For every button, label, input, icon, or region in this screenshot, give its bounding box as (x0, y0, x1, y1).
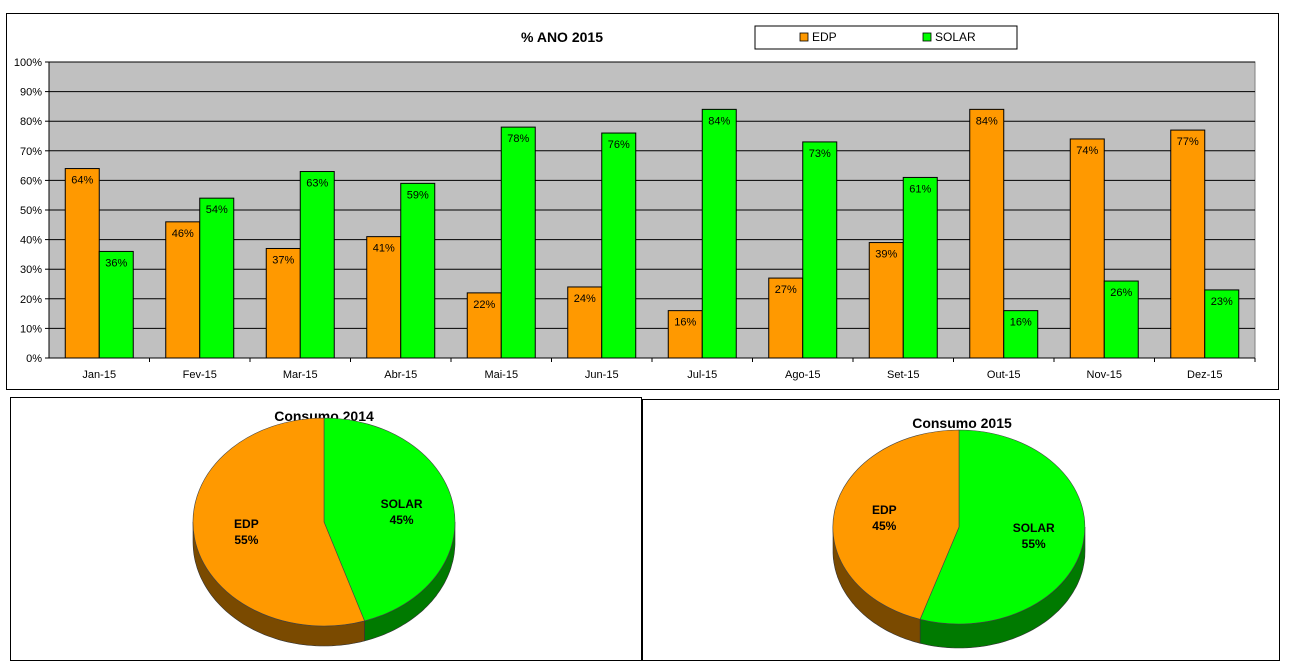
y-tick-label: 20% (20, 294, 42, 306)
y-tick-label: 90% (20, 87, 42, 99)
pie-label-solar: SOLAR (1013, 521, 1055, 535)
y-tick-label: 70% (20, 146, 42, 158)
legend-box (754, 25, 1018, 50)
bar-solar (601, 132, 637, 359)
bar-solar (1103, 280, 1139, 359)
data-label-edp: 39% (875, 249, 897, 261)
bar-chart: % ANO 2015 EDP SOLAR 0% 10% 20% 30% 40% 50% 60… (14, 25, 1256, 381)
data-label-solar: 76% (608, 139, 630, 151)
data-label-edp: 46% (172, 228, 194, 240)
x-tick-label: Out-15 (987, 369, 1021, 381)
bar-solar (1204, 289, 1240, 359)
bar-edp (868, 242, 904, 359)
legend: EDP SOLAR (754, 25, 1018, 50)
data-label-solar: 84% (708, 115, 730, 127)
legend-label-solar: SOLAR (935, 30, 976, 44)
pie-chart-2014-panel: Consumo 2014 SOLAR 45% EDP 55% (10, 397, 642, 661)
data-label-edp: 74% (1076, 145, 1098, 157)
data-label-solar: 16% (1010, 317, 1032, 329)
bar-edp (969, 108, 1005, 359)
data-label-edp: 24% (574, 293, 596, 305)
grid-lines (49, 61, 1255, 329)
pie-slice-solar (919, 429, 1086, 625)
y-tick-label: 60% (20, 175, 42, 187)
data-label-solar: 54% (206, 204, 228, 216)
data-label-solar: 36% (105, 257, 127, 269)
pie-chart-2015-panel: Consumo 2015 SOLAR 55% EDP 45% (642, 399, 1280, 661)
data-label-solar: 23% (1211, 296, 1233, 308)
x-axis: Jan-15 Fev-15 Mar-15 Abr-15 Mai-15 Jun-15 Jul-… (49, 357, 1256, 381)
x-tick-label: Jan-15 (82, 369, 116, 381)
bar-solar (902, 176, 938, 359)
pie-label-edp: EDP (872, 503, 897, 517)
pie-percent-edp: 55% (234, 533, 258, 547)
bar-solar (1003, 310, 1039, 359)
x-tick-label: Set-15 (887, 369, 919, 381)
data-label-solar: 78% (507, 133, 529, 145)
y-axis: 0% 10% 20% 30% 40% 50% 60% 70% 80% 90% 100% (14, 57, 50, 365)
legend-label-edp: EDP (812, 30, 837, 44)
bar-solar (701, 108, 737, 359)
bar-edp (165, 221, 201, 359)
y-tick-label: 30% (20, 264, 42, 276)
data-label-edp: 37% (272, 254, 294, 266)
data-label-solar: 61% (909, 183, 931, 195)
legend-swatch-solar (922, 32, 932, 42)
data-label-edp: 77% (1177, 136, 1199, 148)
x-tick-label: Mai-15 (484, 369, 518, 381)
bar-edp (366, 236, 402, 359)
pie-label-edp: EDP (234, 517, 259, 531)
y-tick-label: 40% (20, 235, 42, 247)
x-tick-label: Jun-15 (585, 369, 619, 381)
x-tick-label: Dez-15 (1187, 369, 1222, 381)
bar-edp (466, 292, 502, 359)
pie-chart-2015: Consumo 2015 SOLAR 55% EDP 45% (832, 415, 1086, 649)
pie-title: Consumo 2015 (912, 415, 1012, 431)
bar-edp (567, 286, 603, 359)
legend-swatch-edp (799, 32, 809, 42)
bar-edp (64, 168, 100, 359)
data-label-solar: 63% (306, 178, 328, 190)
data-label-edp: 27% (775, 284, 797, 296)
data-label-solar: 59% (407, 189, 429, 201)
x-tick-label: Jul-15 (687, 369, 717, 381)
data-label-edp: 22% (473, 299, 495, 311)
x-tick-label: Mar-15 (283, 369, 318, 381)
data-label-edp: 64% (71, 175, 93, 187)
y-tick-label: 80% (20, 116, 42, 128)
bar-edp (1170, 129, 1206, 359)
bar-solar (802, 141, 838, 359)
pie-percent-solar: 45% (390, 513, 414, 527)
bar-solar (400, 182, 436, 359)
bar-edp (768, 277, 804, 359)
y-tick-label: 0% (26, 353, 42, 365)
y-tick-label: 100% (14, 57, 42, 69)
data-label-edp: 16% (674, 317, 696, 329)
bar-solar (299, 171, 335, 359)
pie-percent-solar: 55% (1022, 537, 1046, 551)
data-label-solar: 73% (809, 148, 831, 160)
pie-slice-edp (192, 417, 365, 627)
data-label-edp: 41% (373, 243, 395, 255)
y-tick-label: 10% (20, 323, 42, 335)
chart-title: % ANO 2015 (521, 29, 603, 45)
bar-edp (265, 247, 301, 359)
bar-chart-panel: % ANO 2015 EDP SOLAR 0% 10% 20% 30% 40% 50% 60… (6, 13, 1279, 390)
pie-label-solar: SOLAR (381, 497, 423, 511)
bar-solar (199, 197, 235, 359)
x-tick-label: Abr-15 (384, 369, 417, 381)
x-tick-label: Ago-15 (785, 369, 820, 381)
pie-slice-edp (832, 429, 960, 620)
pie-slice-solar (323, 417, 456, 622)
pie-percent-edp: 45% (872, 519, 896, 533)
data-label-solar: 26% (1110, 287, 1132, 299)
bar-solar (500, 126, 536, 359)
bar-edp (1069, 138, 1105, 359)
data-label-edp: 84% (976, 115, 998, 127)
y-tick-label: 50% (20, 205, 42, 217)
x-tick-label: Nov-15 (1087, 369, 1122, 381)
x-tick-label: Fev-15 (183, 369, 217, 381)
